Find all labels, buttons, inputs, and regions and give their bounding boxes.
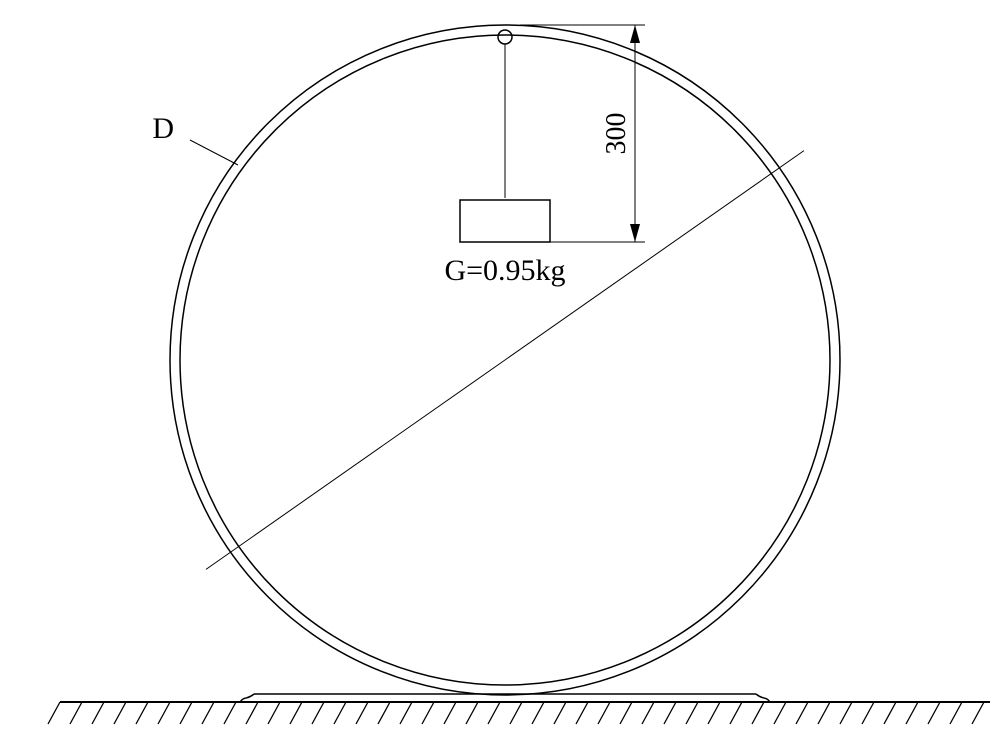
ground-hatch xyxy=(378,702,390,724)
ground-hatch xyxy=(862,702,874,724)
ground-hatch xyxy=(532,702,544,724)
ground-hatch xyxy=(48,702,60,724)
dim-value: 300 xyxy=(601,113,632,155)
weight-block xyxy=(460,200,550,242)
ground-hatch xyxy=(444,702,456,724)
ground-hatch xyxy=(224,702,236,724)
ground-hatch xyxy=(840,702,852,724)
dim-arrow-bottom xyxy=(630,224,640,242)
ground-hatch xyxy=(642,702,654,724)
diameter-label: D xyxy=(152,112,174,145)
ground-hatch xyxy=(268,702,280,724)
ground-hatch xyxy=(312,702,324,724)
ground-hatch xyxy=(928,702,940,724)
ground-hatch xyxy=(576,702,588,724)
ground-hatch xyxy=(730,702,742,724)
ground-hatch xyxy=(334,702,346,724)
ground-hatch xyxy=(972,702,984,724)
ground-hatch xyxy=(620,702,632,724)
ground-hatch xyxy=(400,702,412,724)
ground-hatch xyxy=(158,702,170,724)
plate-break-right xyxy=(756,694,770,702)
dim-arrow-top xyxy=(630,25,640,43)
ground-hatch xyxy=(246,702,258,724)
ground-hatch xyxy=(488,702,500,724)
ground-hatch xyxy=(466,702,478,724)
ground-hatch xyxy=(70,702,82,724)
plate-break-left xyxy=(240,694,254,702)
ground-hatch xyxy=(114,702,126,724)
hook-ring xyxy=(498,30,512,44)
ground-hatch xyxy=(554,702,566,724)
ground-hatch xyxy=(818,702,830,724)
ground-hatch xyxy=(708,702,720,724)
ground-hatch xyxy=(664,702,676,724)
ground-hatch xyxy=(884,702,896,724)
ground-hatch xyxy=(796,702,808,724)
ground-hatch xyxy=(752,702,764,724)
ground-hatch xyxy=(92,702,104,724)
ground-hatch xyxy=(686,702,698,724)
ground-hatch xyxy=(774,702,786,724)
weight-label: G=0.95kg xyxy=(444,254,565,287)
ground-hatch xyxy=(598,702,610,724)
diameter-label-leader xyxy=(190,140,238,165)
ground-hatch xyxy=(510,702,522,724)
ground-hatch xyxy=(950,702,962,724)
ground-hatch xyxy=(906,702,918,724)
ground-hatch xyxy=(202,702,214,724)
ground-hatch xyxy=(356,702,368,724)
ground-hatch xyxy=(136,702,148,724)
ground-hatch xyxy=(290,702,302,724)
ground-hatch xyxy=(422,702,434,724)
ground-hatch xyxy=(180,702,192,724)
diagram-canvas: D 300 G=0.95kg xyxy=(0,0,995,736)
